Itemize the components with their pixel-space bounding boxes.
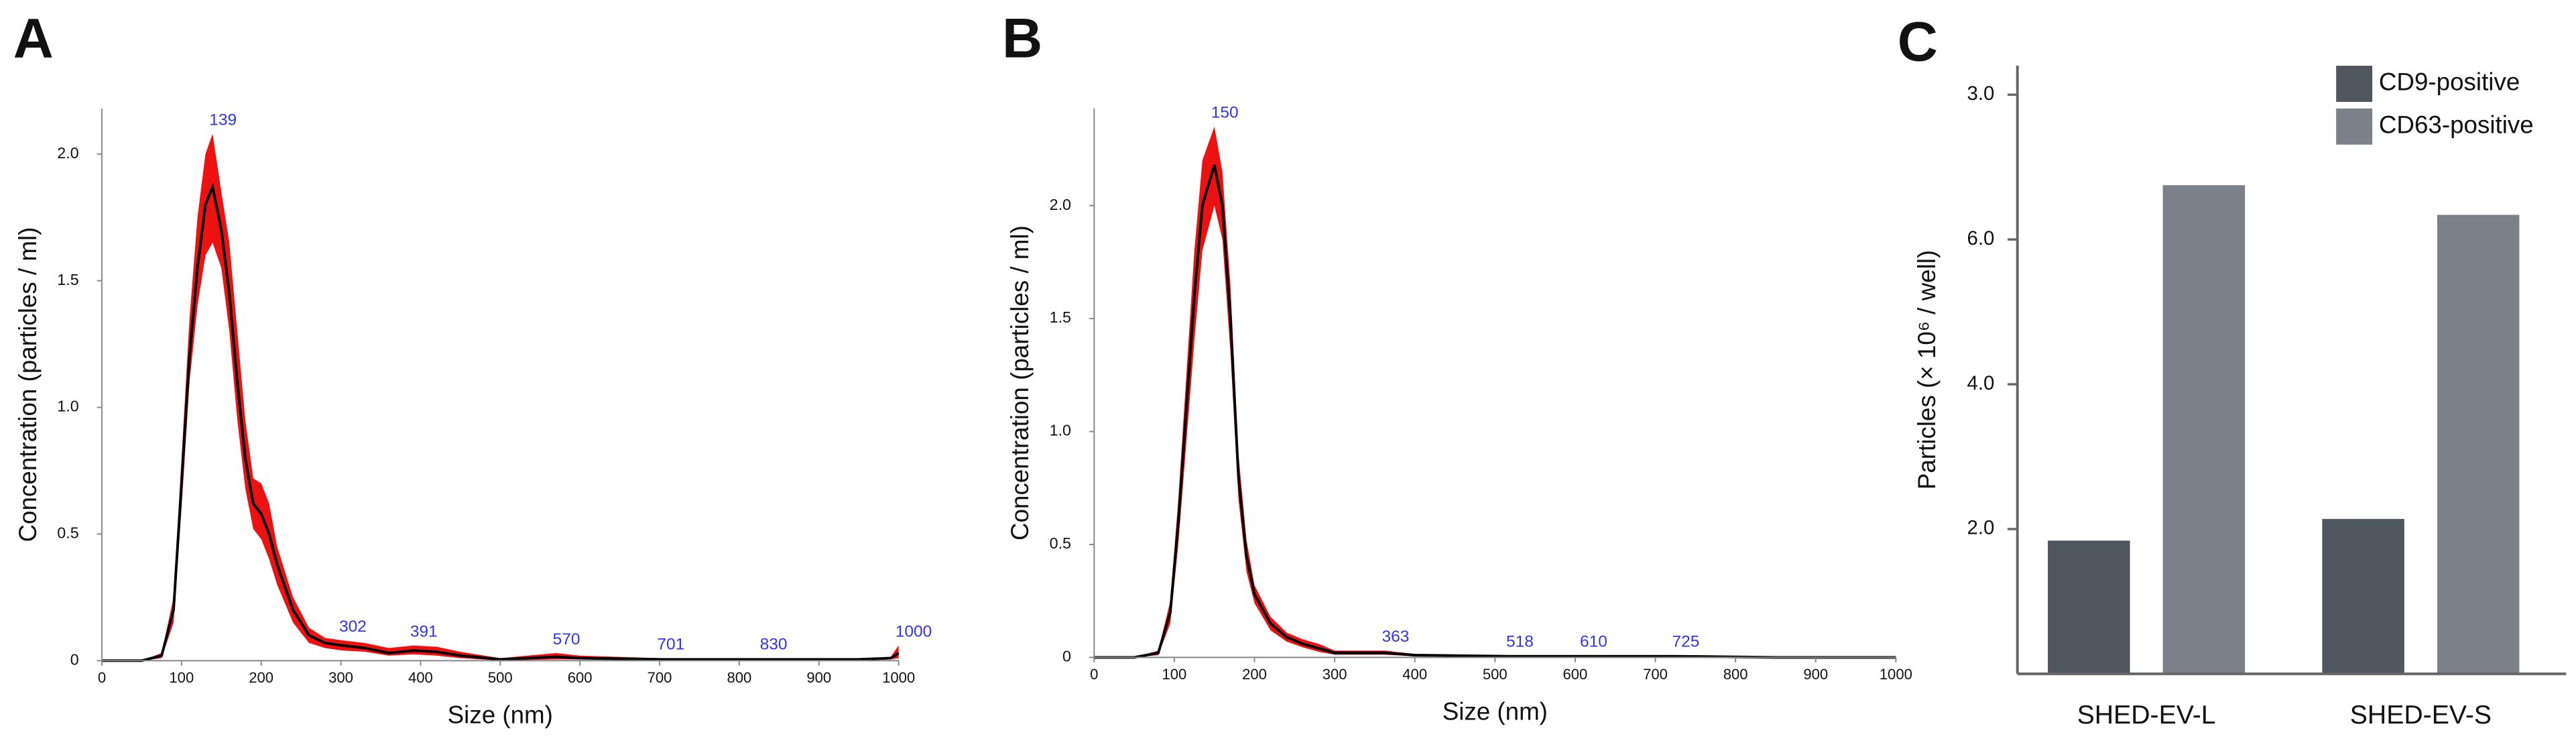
peak-label: 610 <box>1580 633 1607 651</box>
x-tick-label: 200 <box>249 669 273 686</box>
x-tick-label: 800 <box>1723 666 1748 683</box>
peak-label: 391 <box>410 622 438 640</box>
mean-line <box>101 182 900 663</box>
peak-label: 570 <box>553 630 580 648</box>
x-tick-label: 600 <box>1563 666 1588 683</box>
legend-label: CD63-positive <box>2379 111 2534 138</box>
x-tick-label: 500 <box>1483 666 1508 683</box>
y-tick-label: 1.5 <box>1050 308 1071 326</box>
x-tick-label: 700 <box>1643 666 1668 683</box>
legend-swatch <box>2336 108 2373 145</box>
y-tick-label: 1.0 <box>1050 422 1071 439</box>
x-tick-label: 100 <box>1162 666 1186 683</box>
x-tick-label: 900 <box>1803 666 1828 683</box>
peak-label: 1000 <box>896 622 932 640</box>
peak-label: 518 <box>1506 633 1534 651</box>
peak-label: 139 <box>209 111 237 129</box>
x-tick-label: 600 <box>568 669 593 686</box>
panel-letter: C <box>1898 11 1938 73</box>
x-tick-label: SHED-EV-L <box>2077 701 2216 730</box>
y-tick-label: 1.5 <box>57 271 78 288</box>
y-axis-label: Concentration (particles / ml) <box>14 227 42 542</box>
band-lower <box>1094 205 1896 658</box>
panel-letter: A <box>13 7 54 70</box>
x-tick-label: 500 <box>488 669 513 686</box>
x-tick-label: 900 <box>806 669 831 686</box>
x-tick-label: 1000 <box>882 669 915 686</box>
y-tick-label: 1.0 <box>57 398 78 415</box>
x-axis-label: Size (nm) <box>448 701 553 728</box>
x-tick-label: 400 <box>408 669 433 686</box>
peak-label: 302 <box>339 618 367 636</box>
x-tick-label: 1000 <box>1880 666 1912 683</box>
y-tick-label: 0 <box>70 650 79 668</box>
x-tick-label: 0 <box>98 669 106 686</box>
y-tick-label: 2.0 <box>57 144 78 162</box>
peak-label: 830 <box>760 635 788 653</box>
y-axis-label: Concentration (particles / ml) <box>1006 225 1034 540</box>
peak-label: 701 <box>657 635 684 653</box>
y-tick-label: 4.0 <box>1967 372 1994 394</box>
x-tick-label: 100 <box>169 669 194 686</box>
legend-label: CD9-positive <box>2379 68 2520 96</box>
bar <box>2437 215 2520 674</box>
y-tick-label: 2.0 <box>1050 196 1071 213</box>
y-tick-label: 0 <box>1062 648 1071 665</box>
bar <box>2162 185 2246 674</box>
band-lower <box>101 242 899 661</box>
x-tick-label: 400 <box>1402 666 1427 683</box>
peak-label: 150 <box>1211 104 1239 122</box>
peak-label: 725 <box>1672 633 1700 651</box>
y-tick-label: 2.0 <box>1967 517 1994 539</box>
y-tick-label: 3.0 <box>1967 82 1994 105</box>
legend-swatch <box>2336 66 2373 102</box>
x-tick-label: 700 <box>648 669 672 686</box>
y-axis-label: Particles (× 10⁶ / well) <box>1913 250 1941 490</box>
peak-label: 363 <box>1382 628 1410 646</box>
panel-letter: B <box>1002 7 1042 70</box>
x-tick-label: 300 <box>1323 666 1347 683</box>
x-axis-label: Size (nm) <box>1443 697 1548 725</box>
y-tick-label: 6.0 <box>1967 227 1994 249</box>
x-tick-label: 300 <box>328 669 353 686</box>
x-tick-label: 200 <box>1242 666 1267 683</box>
y-tick-label: 0.5 <box>57 524 78 542</box>
x-tick-label: SHED-EV-S <box>2350 701 2492 730</box>
bar <box>2322 518 2404 674</box>
x-tick-label: 800 <box>727 669 752 686</box>
y-tick-label: 0.5 <box>1050 534 1071 552</box>
bar <box>2048 540 2130 674</box>
x-tick-label: 0 <box>1090 666 1098 683</box>
mean-line <box>1094 164 1896 659</box>
